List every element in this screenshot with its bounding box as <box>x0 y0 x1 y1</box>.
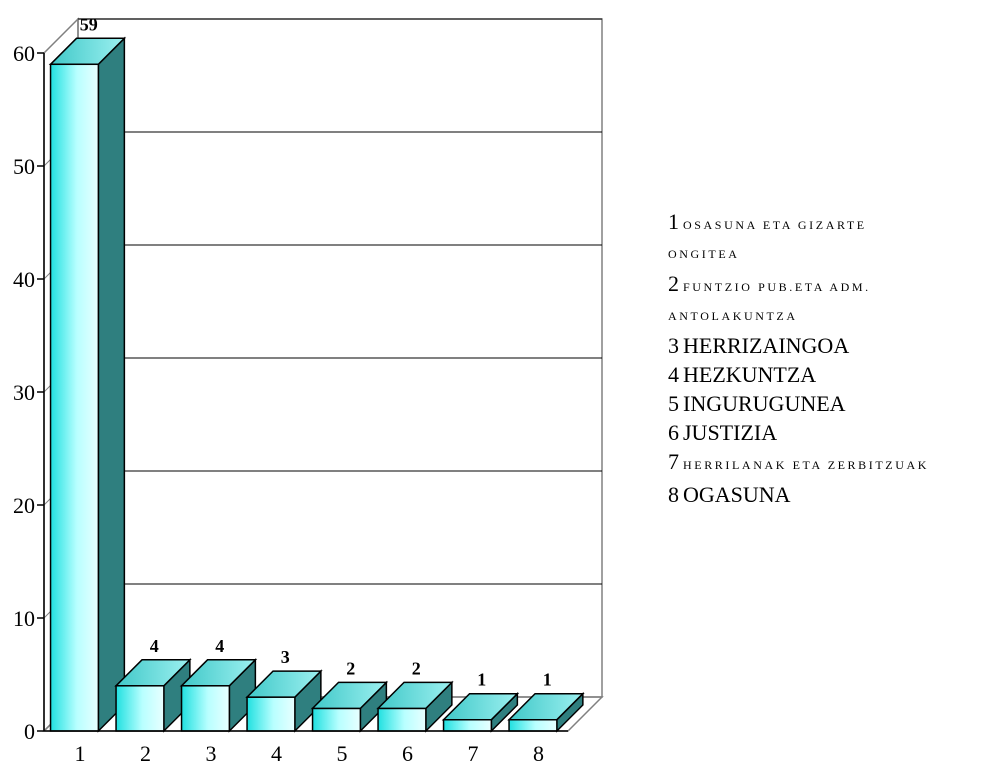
bar-front <box>180 685 231 732</box>
legend-number: 8 <box>668 482 679 507</box>
y-tick-label: 0 <box>24 719 35 744</box>
legend-number: 5 <box>668 391 679 416</box>
data-label: 3 <box>281 647 290 667</box>
bar-front <box>246 696 296 732</box>
legend-number: 7 <box>668 449 679 474</box>
bar-front <box>311 707 362 732</box>
x-tick-label: 7 <box>468 741 479 766</box>
x-tick-label: 8 <box>533 741 544 766</box>
bar-front <box>442 718 493 732</box>
bars <box>48 36 585 733</box>
legend-label: JUSTIZIA <box>683 420 778 445</box>
x-tick-label: 2 <box>140 741 151 766</box>
y-tick-label: 30 <box>13 380 35 405</box>
legend-label: HEZKUNTZA <box>683 362 817 387</box>
legend-number: 3 <box>668 333 679 358</box>
bar-top <box>441 692 520 721</box>
plot-frame <box>42 17 604 732</box>
gridline-diagonal <box>43 18 79 54</box>
legend-item: 4 HEZKUNTZA <box>668 360 1004 389</box>
legend-number: 1 <box>668 209 679 234</box>
legend-number: 2 <box>668 271 679 296</box>
legend-label: FUNTZIO PUB.ETA ADM. <box>683 280 871 294</box>
legend-item: 1 OSASUNA ETA GIZARTE ONGITEA <box>668 207 1004 269</box>
x-axis: 1 2 3 4 5 6 7 8 <box>44 730 568 766</box>
legend-item: 2 FUNTZIO PUB.ETA ADM. ANTOLAKUNTZA <box>668 269 1004 331</box>
bar-side <box>97 36 126 733</box>
bar-front <box>508 718 558 732</box>
legend-label: OGASUNA <box>683 482 791 507</box>
bar <box>245 669 323 733</box>
bar <box>507 691 585 733</box>
bar-top <box>245 670 323 698</box>
data-label: 59 <box>80 14 98 34</box>
x-tick-label: 6 <box>402 741 413 766</box>
x-tick-label: 5 <box>337 741 348 766</box>
y-tick-label: 60 <box>13 41 35 66</box>
data-label: 2 <box>412 658 421 678</box>
legend-label-continued: ANTOLAKUNTZA <box>668 309 798 323</box>
legend-label: INGURUGUNEA <box>683 391 846 416</box>
bar-top <box>114 659 192 687</box>
legend-item: 7 HERRILANAK ETA ZERBITZUAK <box>668 447 1004 480</box>
y-tick-label: 50 <box>13 154 35 179</box>
bar-top <box>48 37 127 66</box>
legend-number: 6 <box>668 420 679 445</box>
legend-label-continued: ONGITEA <box>668 247 740 261</box>
bar-top <box>376 681 454 710</box>
bar-front <box>377 707 427 732</box>
data-label: 2 <box>346 658 355 678</box>
bar-front <box>49 63 100 732</box>
bar <box>310 680 389 733</box>
data-label: 1 <box>477 670 486 690</box>
legend: 1 OSASUNA ETA GIZARTE ONGITEA 2 FUNTZIO PUB.… <box>668 207 1004 509</box>
y-tick-label: 20 <box>13 493 35 518</box>
bar-top <box>507 692 585 721</box>
x-tick-label: 3 <box>206 741 217 766</box>
y-tick-label: 40 <box>13 267 35 292</box>
legend-item: 5 INGURUGUNEA <box>668 389 1004 418</box>
bar-top <box>179 659 258 687</box>
data-label: 4 <box>215 636 224 656</box>
legend-label: OSASUNA ETA GIZARTE <box>683 218 867 232</box>
y-axis: 0 10 20 30 40 50 60 <box>13 41 45 744</box>
bar-top <box>310 681 389 710</box>
data-label: 1 <box>543 670 552 690</box>
bar <box>48 36 127 733</box>
bar <box>114 657 192 733</box>
legend-item: 3 HERRIZAINGOA <box>668 331 1004 360</box>
x-tick-label: 1 <box>75 741 86 766</box>
data-label: 4 <box>150 636 159 656</box>
bar <box>441 691 520 733</box>
bar <box>376 680 454 733</box>
bar <box>179 657 258 733</box>
data-labels: 59 4 4 3 2 2 1 1 <box>80 14 552 689</box>
legend-label: HERRIZAINGOA <box>683 333 850 358</box>
y-tick-label: 10 <box>13 606 35 631</box>
legend-item: 6 JUSTIZIA <box>668 418 1004 447</box>
legend-number: 4 <box>668 362 679 387</box>
gridlines <box>43 18 602 732</box>
x-tick-label: 4 <box>271 741 282 766</box>
legend-label: HERRILANAK ETA ZERBITZUAK <box>683 458 930 472</box>
bar-front <box>115 685 165 732</box>
legend-item: 8 OGASUNA <box>668 480 1004 509</box>
